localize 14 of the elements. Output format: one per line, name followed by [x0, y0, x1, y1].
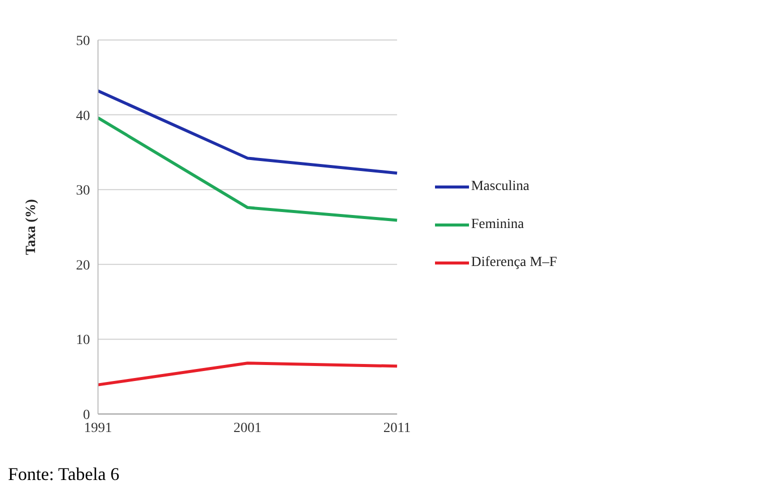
x-tick-label: 2001: [234, 420, 262, 436]
legend-label: Masculina: [471, 179, 530, 195]
y-tick-label: 10: [76, 333, 90, 348]
y-axis-title: Taxa (%): [24, 198, 39, 255]
y-tick-label: 0: [83, 408, 90, 423]
y-tick-label: 20: [76, 258, 90, 274]
legend-label: Feminina: [471, 217, 524, 233]
legend-label: Diferença M–F: [471, 255, 557, 271]
source-note: Fonte: Tabela 6: [8, 464, 120, 485]
x-tick-label: 2011: [383, 420, 411, 436]
y-tick-label: 30: [76, 184, 90, 199]
y-tick-label: 40: [76, 108, 90, 124]
y-tick-label: 50: [76, 34, 90, 49]
x-tick-label: 1991: [84, 420, 112, 436]
